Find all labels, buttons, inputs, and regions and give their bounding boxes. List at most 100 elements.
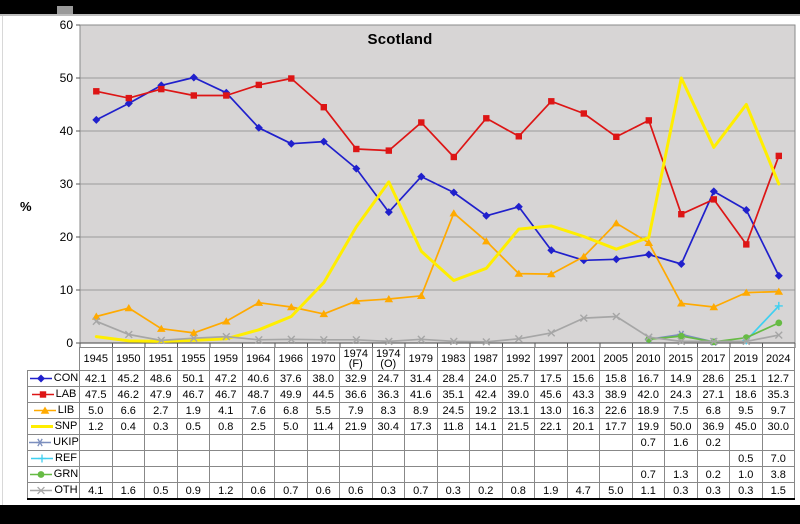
cell-LIB-1950: 6.6 — [111, 402, 145, 419]
cell-REF-1979 — [404, 450, 438, 467]
cell-LIB-1974F: 7.9 — [339, 402, 373, 419]
cell-GRN-2010: 0.7 — [631, 466, 665, 483]
cell-SNP-2024: 30.0 — [761, 418, 795, 435]
cell-OTH-1951: 0.5 — [144, 482, 178, 500]
svg-text:30: 30 — [60, 177, 74, 191]
cell-OTH-1997: 1.9 — [534, 482, 568, 500]
cell-UKIP-1945 — [79, 434, 113, 451]
cell-CON-1955: 50.1 — [176, 370, 210, 387]
cell-UKIP-2001 — [566, 434, 600, 451]
cell-REF-1974O — [371, 450, 405, 467]
year-header-1992: 1992 — [501, 347, 535, 371]
cell-OTH-1974O: 0.3 — [371, 482, 405, 500]
cell-OTH-2001: 4.7 — [566, 482, 600, 500]
cell-SNP-1983: 11.8 — [436, 418, 470, 435]
cell-LIB-2024: 9.7 — [761, 402, 795, 419]
cell-SNP-2017: 36.9 — [696, 418, 730, 435]
legend-LIB: LIB — [27, 402, 80, 419]
cell-UKIP-2005 — [599, 434, 633, 451]
year-header-1966: 1966 — [274, 347, 308, 371]
cell-SNP-1964: 2.5 — [241, 418, 275, 435]
cell-REF-2005 — [599, 450, 633, 467]
cell-LIB-1955: 1.9 — [176, 402, 210, 419]
cell-GRN-1987 — [469, 466, 503, 483]
cell-OTH-1959: 1.2 — [209, 482, 243, 500]
year-header-1987: 1987 — [469, 347, 503, 371]
cell-GRN-2017: 0.2 — [696, 466, 730, 483]
year-header-2001: 2001 — [566, 347, 600, 371]
row-REF: REF 0.5 7.0 — [27, 450, 795, 467]
cell-CON-1970: 38.0 — [306, 370, 340, 387]
cell-GRN-1974F — [339, 466, 373, 483]
cell-SNP-2019: 45.0 — [729, 418, 763, 435]
cell-GRN-1950 — [111, 466, 145, 483]
svg-text:10: 10 — [60, 283, 74, 297]
cell-UKIP-1970 — [306, 434, 340, 451]
results-table: 1945 1950 1951 1955 1959 1964 1966 1970 1974 (F) 1… — [27, 347, 795, 500]
cell-LIB-1966: 6.8 — [274, 402, 308, 419]
svg-text:20: 20 — [60, 230, 74, 244]
cell-REF-1950 — [111, 450, 145, 467]
cell-REF-1951 — [144, 450, 178, 467]
cell-OTH-2024: 1.5 — [761, 482, 795, 500]
legend-label: SNP — [54, 420, 78, 433]
cell-LAB-1970: 44.5 — [306, 386, 340, 403]
cell-OTH-2005: 5.0 — [599, 482, 633, 500]
cell-GRN-1964 — [241, 466, 275, 483]
cell-GRN-2005 — [599, 466, 633, 483]
row-UKIP: UKIP 0.7 1.6 0.2 — [27, 434, 795, 451]
cell-UKIP-1951 — [144, 434, 178, 451]
cell-SNP-1974O: 30.4 — [371, 418, 405, 435]
cell-REF-1959 — [209, 450, 243, 467]
year-header-1959: 1959 — [209, 347, 243, 371]
cell-SNP-2005: 17.7 — [599, 418, 633, 435]
cell-SNP-2015: 50.0 — [664, 418, 698, 435]
cell-REF-2017 — [696, 450, 730, 467]
cell-UKIP-1955 — [176, 434, 210, 451]
cell-LAB-1950: 46.2 — [111, 386, 145, 403]
cell-REF-2019: 0.5 — [729, 450, 763, 467]
cell-LAB-2024: 35.3 — [761, 386, 795, 403]
cell-LAB-1983: 35.1 — [436, 386, 470, 403]
cell-UKIP-2010: 0.7 — [631, 434, 665, 451]
row-GRN: GRN 0.7 1.3 0.2 1.0 3.8 — [27, 466, 795, 483]
cell-REF-1974F — [339, 450, 373, 467]
cell-UKIP-1992 — [501, 434, 535, 451]
cell-OTH-1950: 1.6 — [111, 482, 145, 500]
cell-LAB-2001: 43.3 — [566, 386, 600, 403]
year-header-1974F: 1974 (F) — [339, 347, 373, 371]
cell-OTH-2019: 0.3 — [729, 482, 763, 500]
cell-OTH-1992: 0.8 — [501, 482, 535, 500]
cell-UKIP-1966 — [274, 434, 308, 451]
cell-LAB-1974F: 36.6 — [339, 386, 373, 403]
cell-GRN-2001 — [566, 466, 600, 483]
cell-CON-1966: 37.6 — [274, 370, 308, 387]
cell-OTH-1970: 0.6 — [306, 482, 340, 500]
grn-legend-marker-icon — [29, 471, 52, 478]
cell-CON-2015: 14.9 — [664, 370, 698, 387]
year-header-2019: 2019 — [729, 347, 763, 371]
page-left-border — [2, 16, 3, 505]
cell-SNP-1987: 14.1 — [469, 418, 503, 435]
lab-legend-marker-icon — [31, 391, 54, 398]
cell-LAB-1951: 47.9 — [144, 386, 178, 403]
cell-REF-1983 — [436, 450, 470, 467]
legend-label: GRN — [53, 468, 79, 481]
cell-LIB-1987: 19.2 — [469, 402, 503, 419]
row-CON: CON 42.1 45.2 48.6 50.1 47.2 40.6 37.6 38.0 32.9 2… — [27, 370, 795, 387]
cell-LIB-1979: 8.9 — [404, 402, 438, 419]
cell-CON-2024: 12.7 — [761, 370, 795, 387]
cell-LAB-2005: 38.9 — [599, 386, 633, 403]
cell-LIB-2015: 7.5 — [664, 402, 698, 419]
cell-REF-1997 — [534, 450, 568, 467]
row-SNP: SNP 1.2 0.4 0.3 0.5 0.8 2.5 5.0 11.4 21.9 30.4 17.3… — [27, 418, 795, 435]
oth-legend-marker-icon — [30, 486, 53, 495]
chart-title: Scotland — [367, 31, 433, 48]
cell-SNP-2010: 19.9 — [631, 418, 665, 435]
year-header-2024: 2024 — [761, 347, 795, 371]
cell-OTH-1945: 4.1 — [79, 482, 113, 500]
cell-OTH-1987: 0.2 — [469, 482, 503, 500]
cell-LAB-1997: 45.6 — [534, 386, 568, 403]
cell-OTH-1964: 0.6 — [241, 482, 275, 500]
